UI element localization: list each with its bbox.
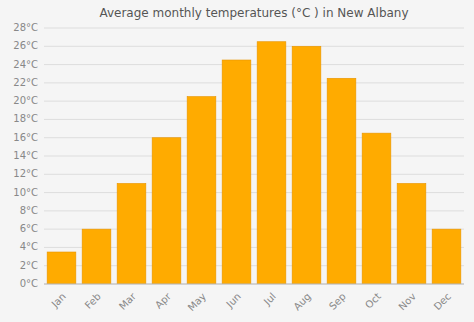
grid-line bbox=[44, 119, 464, 120]
grid-line bbox=[44, 28, 464, 29]
x-tick-label: Apr bbox=[153, 290, 174, 311]
x-tick-label: Oct bbox=[363, 291, 383, 311]
y-tick-label: 20°C bbox=[13, 95, 38, 106]
grid bbox=[44, 28, 464, 284]
bar bbox=[187, 97, 216, 284]
bar bbox=[117, 183, 146, 284]
grid-line bbox=[44, 174, 464, 175]
bar bbox=[152, 138, 181, 284]
grid-line bbox=[44, 82, 464, 83]
x-axis-line bbox=[44, 284, 464, 285]
grid-line bbox=[44, 137, 464, 138]
bar bbox=[47, 252, 76, 284]
y-tick-label: 2°C bbox=[20, 260, 38, 271]
x-tick-label: Jan bbox=[49, 291, 68, 310]
x-tick-label: Sep bbox=[327, 291, 348, 312]
grid-line bbox=[44, 64, 464, 65]
bar bbox=[222, 60, 251, 284]
bar bbox=[82, 229, 111, 284]
x-tick-label: Mar bbox=[117, 290, 139, 312]
y-tick-label: 10°C bbox=[13, 187, 38, 198]
y-tick-label: 6°C bbox=[20, 223, 38, 234]
x-tick-label: Dec bbox=[432, 291, 453, 312]
y-tick-label: 4°C bbox=[20, 241, 38, 252]
grid-line bbox=[44, 284, 464, 285]
y-tick-label: 16°C bbox=[13, 132, 38, 143]
bars bbox=[47, 42, 461, 284]
y-tick-label: 0°C bbox=[20, 278, 38, 289]
x-tick-label: May bbox=[186, 291, 208, 313]
y-tick-label: 8°C bbox=[20, 205, 38, 216]
y-tick-label: 12°C bbox=[13, 168, 38, 179]
y-tick-label: 22°C bbox=[13, 77, 38, 88]
x-axis: Jan Feb Mar Apr May Jun Jul Aug Sep Oct Nov Dec bbox=[44, 284, 464, 313]
title: Average monthly temperatures (°C ) in Ne… bbox=[99, 6, 408, 20]
x-tick-label: Jun bbox=[223, 291, 243, 311]
background bbox=[0, 0, 474, 322]
y-tick-label: 14°C bbox=[13, 150, 38, 161]
grid-line bbox=[44, 46, 464, 47]
bar bbox=[362, 133, 391, 284]
y-tick-label: 18°C bbox=[13, 113, 38, 124]
y-axis: 0°C 2°C 4°C 6°C 8°C 10°C 12°C 14°C 16°C 18°C 20°C 2… bbox=[13, 22, 38, 289]
x-tick-label: Nov bbox=[396, 291, 418, 313]
x-tick-label: Aug bbox=[291, 291, 313, 313]
y-tick-label: 28°C bbox=[13, 22, 38, 33]
grid-line bbox=[44, 101, 464, 102]
bar bbox=[292, 46, 321, 284]
bar bbox=[432, 229, 461, 284]
bar bbox=[257, 42, 286, 284]
y-tick-label: 26°C bbox=[13, 40, 38, 51]
grid-line bbox=[44, 156, 464, 157]
x-tick-label: Jul bbox=[261, 291, 278, 308]
chart: 0°C 2°C 4°C 6°C 8°C 10°C 12°C 14°C 16°C 18°C 20°C 2… bbox=[0, 0, 474, 322]
bar bbox=[397, 183, 426, 284]
y-tick-label: 24°C bbox=[13, 59, 38, 70]
x-tick-label: Feb bbox=[83, 291, 103, 311]
bar bbox=[327, 78, 356, 284]
